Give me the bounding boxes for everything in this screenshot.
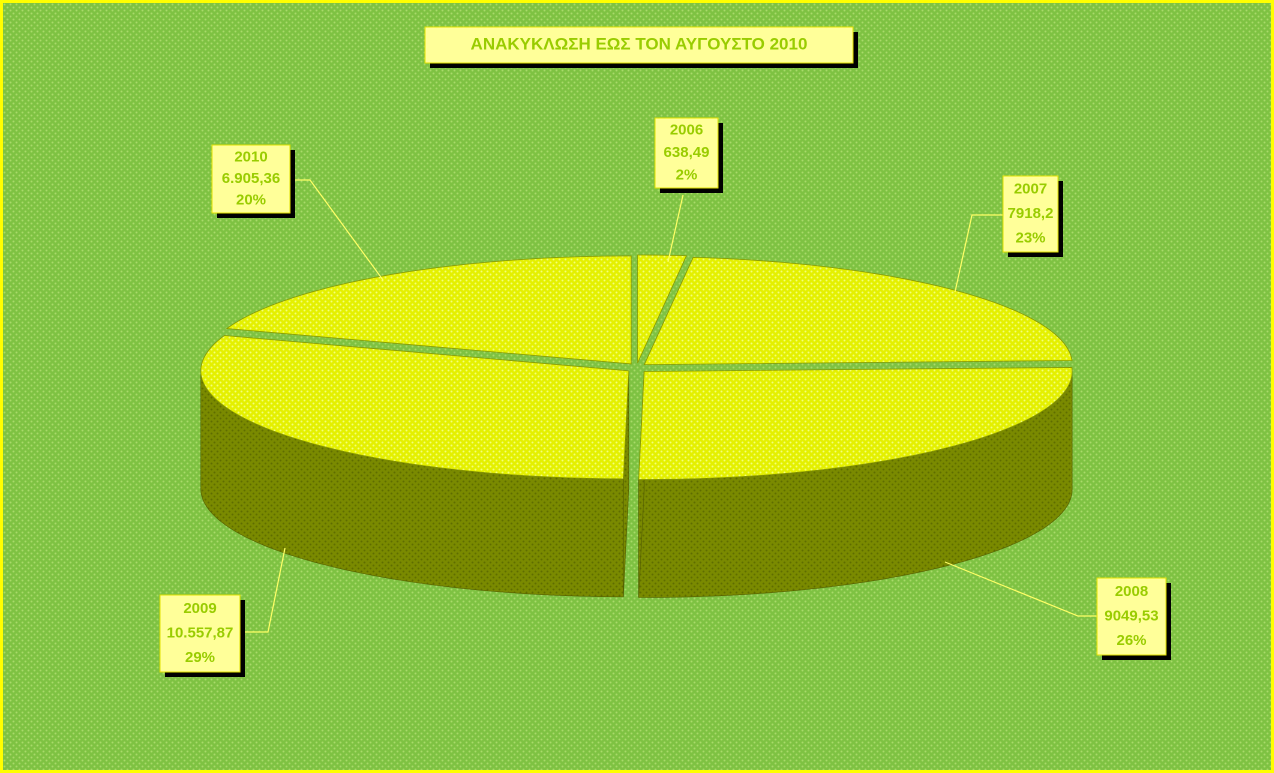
label-value: 7918,2 [1008,205,1054,222]
label-value: 638,49 [664,144,710,161]
label-value: 10.557,87 [167,624,234,641]
label-box [159,594,241,673]
label-box [1096,577,1167,656]
label-box [654,117,719,189]
leader-line [944,561,1097,617]
label-box [211,144,291,214]
slice [637,254,688,364]
leader-line [954,214,1003,293]
label-percent: 20% [236,192,266,209]
label-percent: 29% [185,649,215,666]
label-percent: 23% [1015,229,1045,246]
label-category: 2008 [1115,583,1148,600]
slice [225,255,632,365]
leader-line [240,547,286,633]
slice [643,256,1073,366]
title-box [424,26,854,64]
leader-line [667,194,684,263]
slice [200,335,630,480]
chart-title: ΑΝΑΚΥΚΛΩΣΗ ΕΩΣ ΤΟΝ ΑΥΓΟΥΣΤΟ 2010 [471,34,808,53]
label-category: 2006 [670,122,703,139]
label-category: 2010 [234,148,267,165]
label-value: 9049,53 [1104,607,1158,624]
slice [638,367,1073,480]
label-percent: 26% [1116,632,1146,649]
leader-line [290,179,384,281]
label-box [1002,175,1059,253]
label-value: 6.905,36 [222,170,280,187]
label-category: 2007 [1014,181,1047,198]
label-category: 2009 [183,600,216,617]
label-percent: 2% [676,166,698,183]
